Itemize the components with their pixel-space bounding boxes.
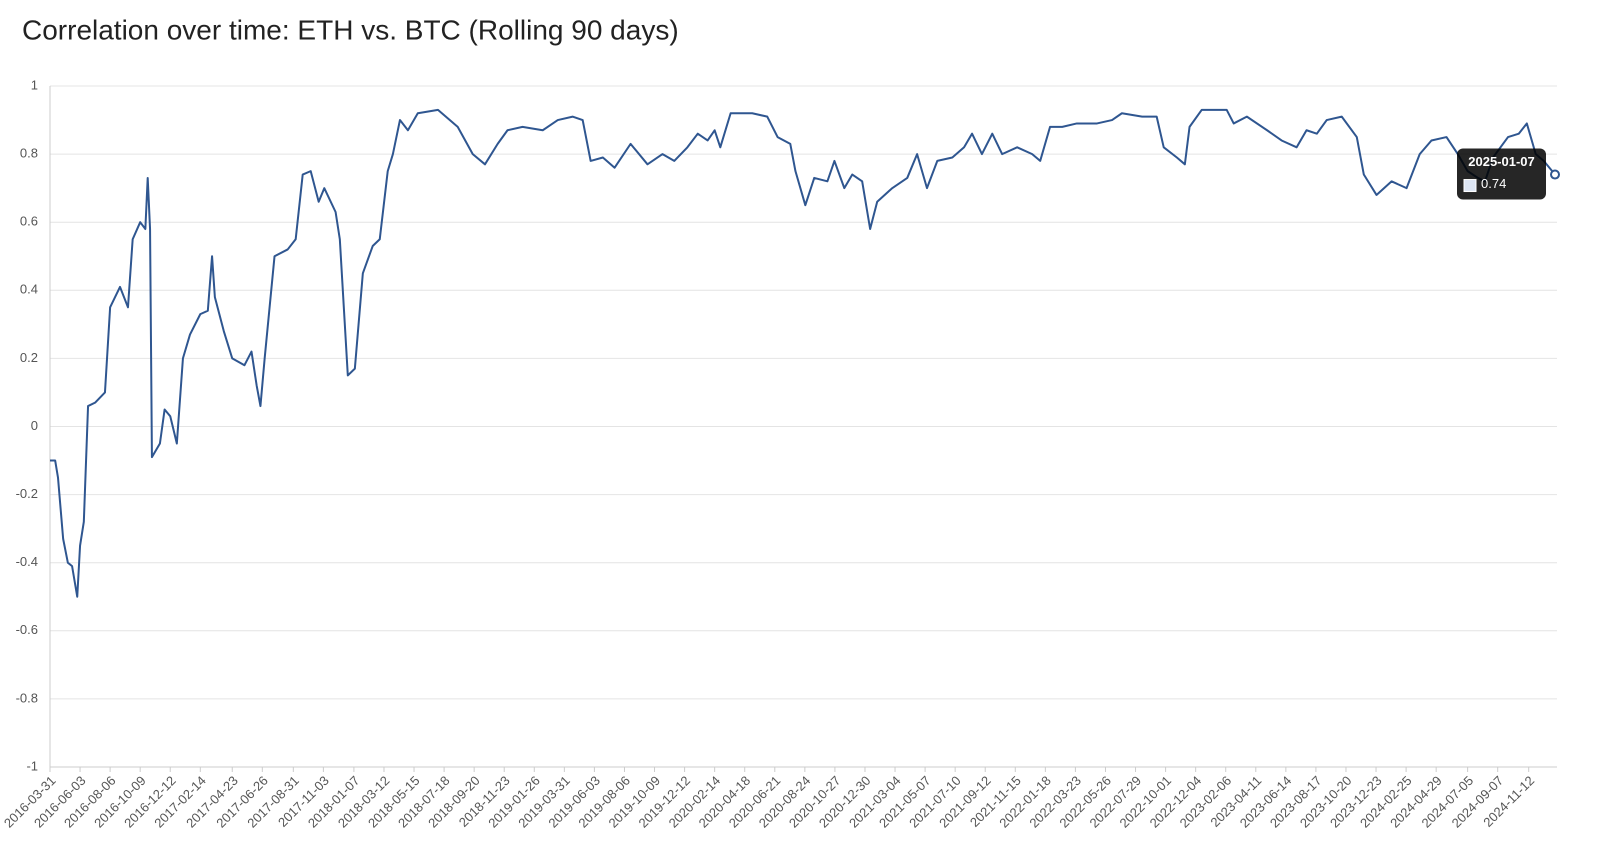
y-tick-label: 1 <box>31 77 38 92</box>
tooltip-box <box>1457 148 1546 200</box>
tooltip: 2025-01-07 0.74 <box>1457 148 1546 200</box>
y-tick-label: 0.4 <box>20 282 38 297</box>
y-tick-label: -0.2 <box>16 486 38 501</box>
y-tick-label: 0.8 <box>20 146 38 161</box>
tooltip-value: 0.74 <box>1481 176 1506 191</box>
y-tick-label: -0.8 <box>16 690 38 705</box>
y-tick-label: 0 <box>31 418 38 433</box>
chart-title: Correlation over time: ETH vs. BTC (Roll… <box>22 14 679 45</box>
y-tick-label: 0.6 <box>20 214 38 229</box>
tooltip-swatch <box>1463 179 1477 193</box>
series-line <box>50 108 1556 598</box>
y-tick-label: -1 <box>26 758 38 773</box>
y-tick-label: -0.6 <box>16 622 38 637</box>
hover-point <box>1550 169 1560 180</box>
y-tick-label: 0.2 <box>20 350 38 365</box>
y-tick-label: -0.4 <box>16 554 38 569</box>
tooltip-title: 2025-01-07 <box>1468 154 1535 169</box>
